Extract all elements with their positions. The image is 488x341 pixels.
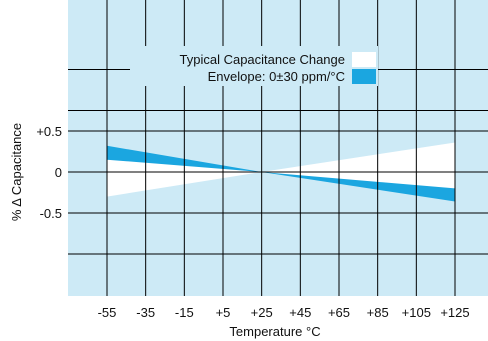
x-tick-label: +105 bbox=[402, 305, 431, 320]
ticks-layer: -55 -35 -15 +5 +25 +45 +65 +85 +105 +125 +0.5 0 -0.5 bbox=[36, 124, 469, 320]
legend-background bbox=[130, 46, 378, 86]
x-tick-label: +25 bbox=[251, 305, 273, 320]
x-tick-label: -15 bbox=[175, 305, 194, 320]
legend-label-typical: Typical Capacitance Change bbox=[180, 52, 346, 67]
legend-swatch-envelope bbox=[352, 69, 376, 84]
bands-layer bbox=[107, 142, 455, 202]
x-tick-label: +125 bbox=[440, 305, 469, 320]
grid-layer bbox=[68, 0, 488, 296]
legend-swatch-typical bbox=[352, 52, 376, 67]
x-tick-label: -55 bbox=[98, 305, 117, 320]
y-tick-label: +0.5 bbox=[36, 124, 62, 139]
x-tick-label: +65 bbox=[328, 305, 350, 320]
x-axis-label: Temperature °C bbox=[229, 324, 320, 339]
y-tick-label: 0 bbox=[55, 165, 62, 180]
x-tick-label: +45 bbox=[289, 305, 311, 320]
typical-change-band bbox=[107, 145, 455, 202]
legend: Typical Capacitance Change Envelope: 0±3… bbox=[130, 46, 378, 86]
x-tick-label: -35 bbox=[136, 305, 155, 320]
y-tick-label: -0.5 bbox=[40, 206, 62, 221]
x-tick-label: +85 bbox=[367, 305, 389, 320]
x-tick-label: +5 bbox=[216, 305, 231, 320]
y-axis-label: % Δ Capacitance bbox=[9, 123, 24, 221]
legend-label-envelope: Envelope: 0±30 ppm/°C bbox=[208, 69, 345, 84]
